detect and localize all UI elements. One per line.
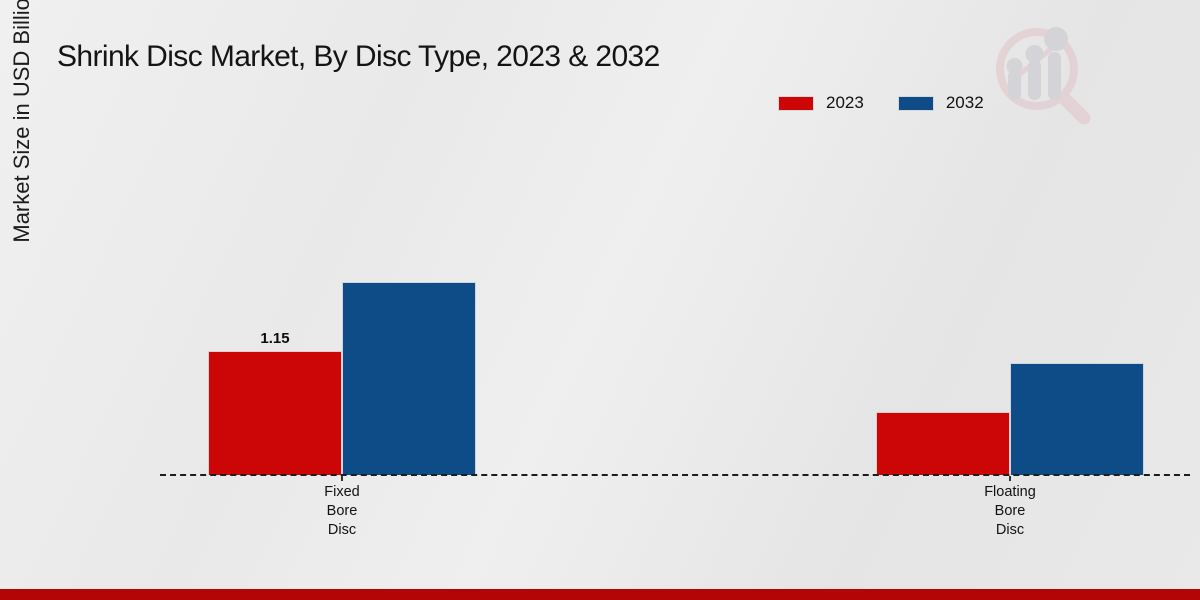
chart-title: Shrink Disc Market, By Disc Type, 2023 &… [57, 40, 660, 73]
plot-area [160, 151, 1190, 475]
y-axis-label: Market Size in USD Billion [9, 0, 34, 243]
legend-swatch-2032 [897, 95, 934, 111]
legend: 2023 2032 [778, 93, 984, 113]
legend-swatch-2023 [778, 95, 814, 111]
magnifier-bar-chart-logo-icon [996, 27, 1091, 125]
x-axis-category-label: Floating Bore Disc [984, 484, 1036, 538]
legend-label-2023: 2023 [826, 93, 864, 112]
bar-2032-fixed-bore-disc [342, 281, 476, 475]
bar-2023-floating-bore-disc [876, 412, 1010, 475]
bar-2032-floating-bore-disc [1010, 362, 1144, 475]
footer-accent-bar [0, 589, 1200, 600]
legend-item-2023: 2023 [778, 93, 864, 113]
bar-value-label: 1.15 [260, 329, 290, 347]
x-axis-baseline [160, 474, 1190, 476]
legend-item-2032: 2032 [897, 93, 984, 113]
bar-2023-fixed-bore-disc [208, 350, 342, 475]
x-axis-tick [341, 476, 343, 481]
legend-label-2032: 2032 [945, 93, 984, 112]
x-axis-tick [1009, 476, 1011, 481]
x-axis-category-label: Fixed Bore Disc [324, 484, 360, 538]
